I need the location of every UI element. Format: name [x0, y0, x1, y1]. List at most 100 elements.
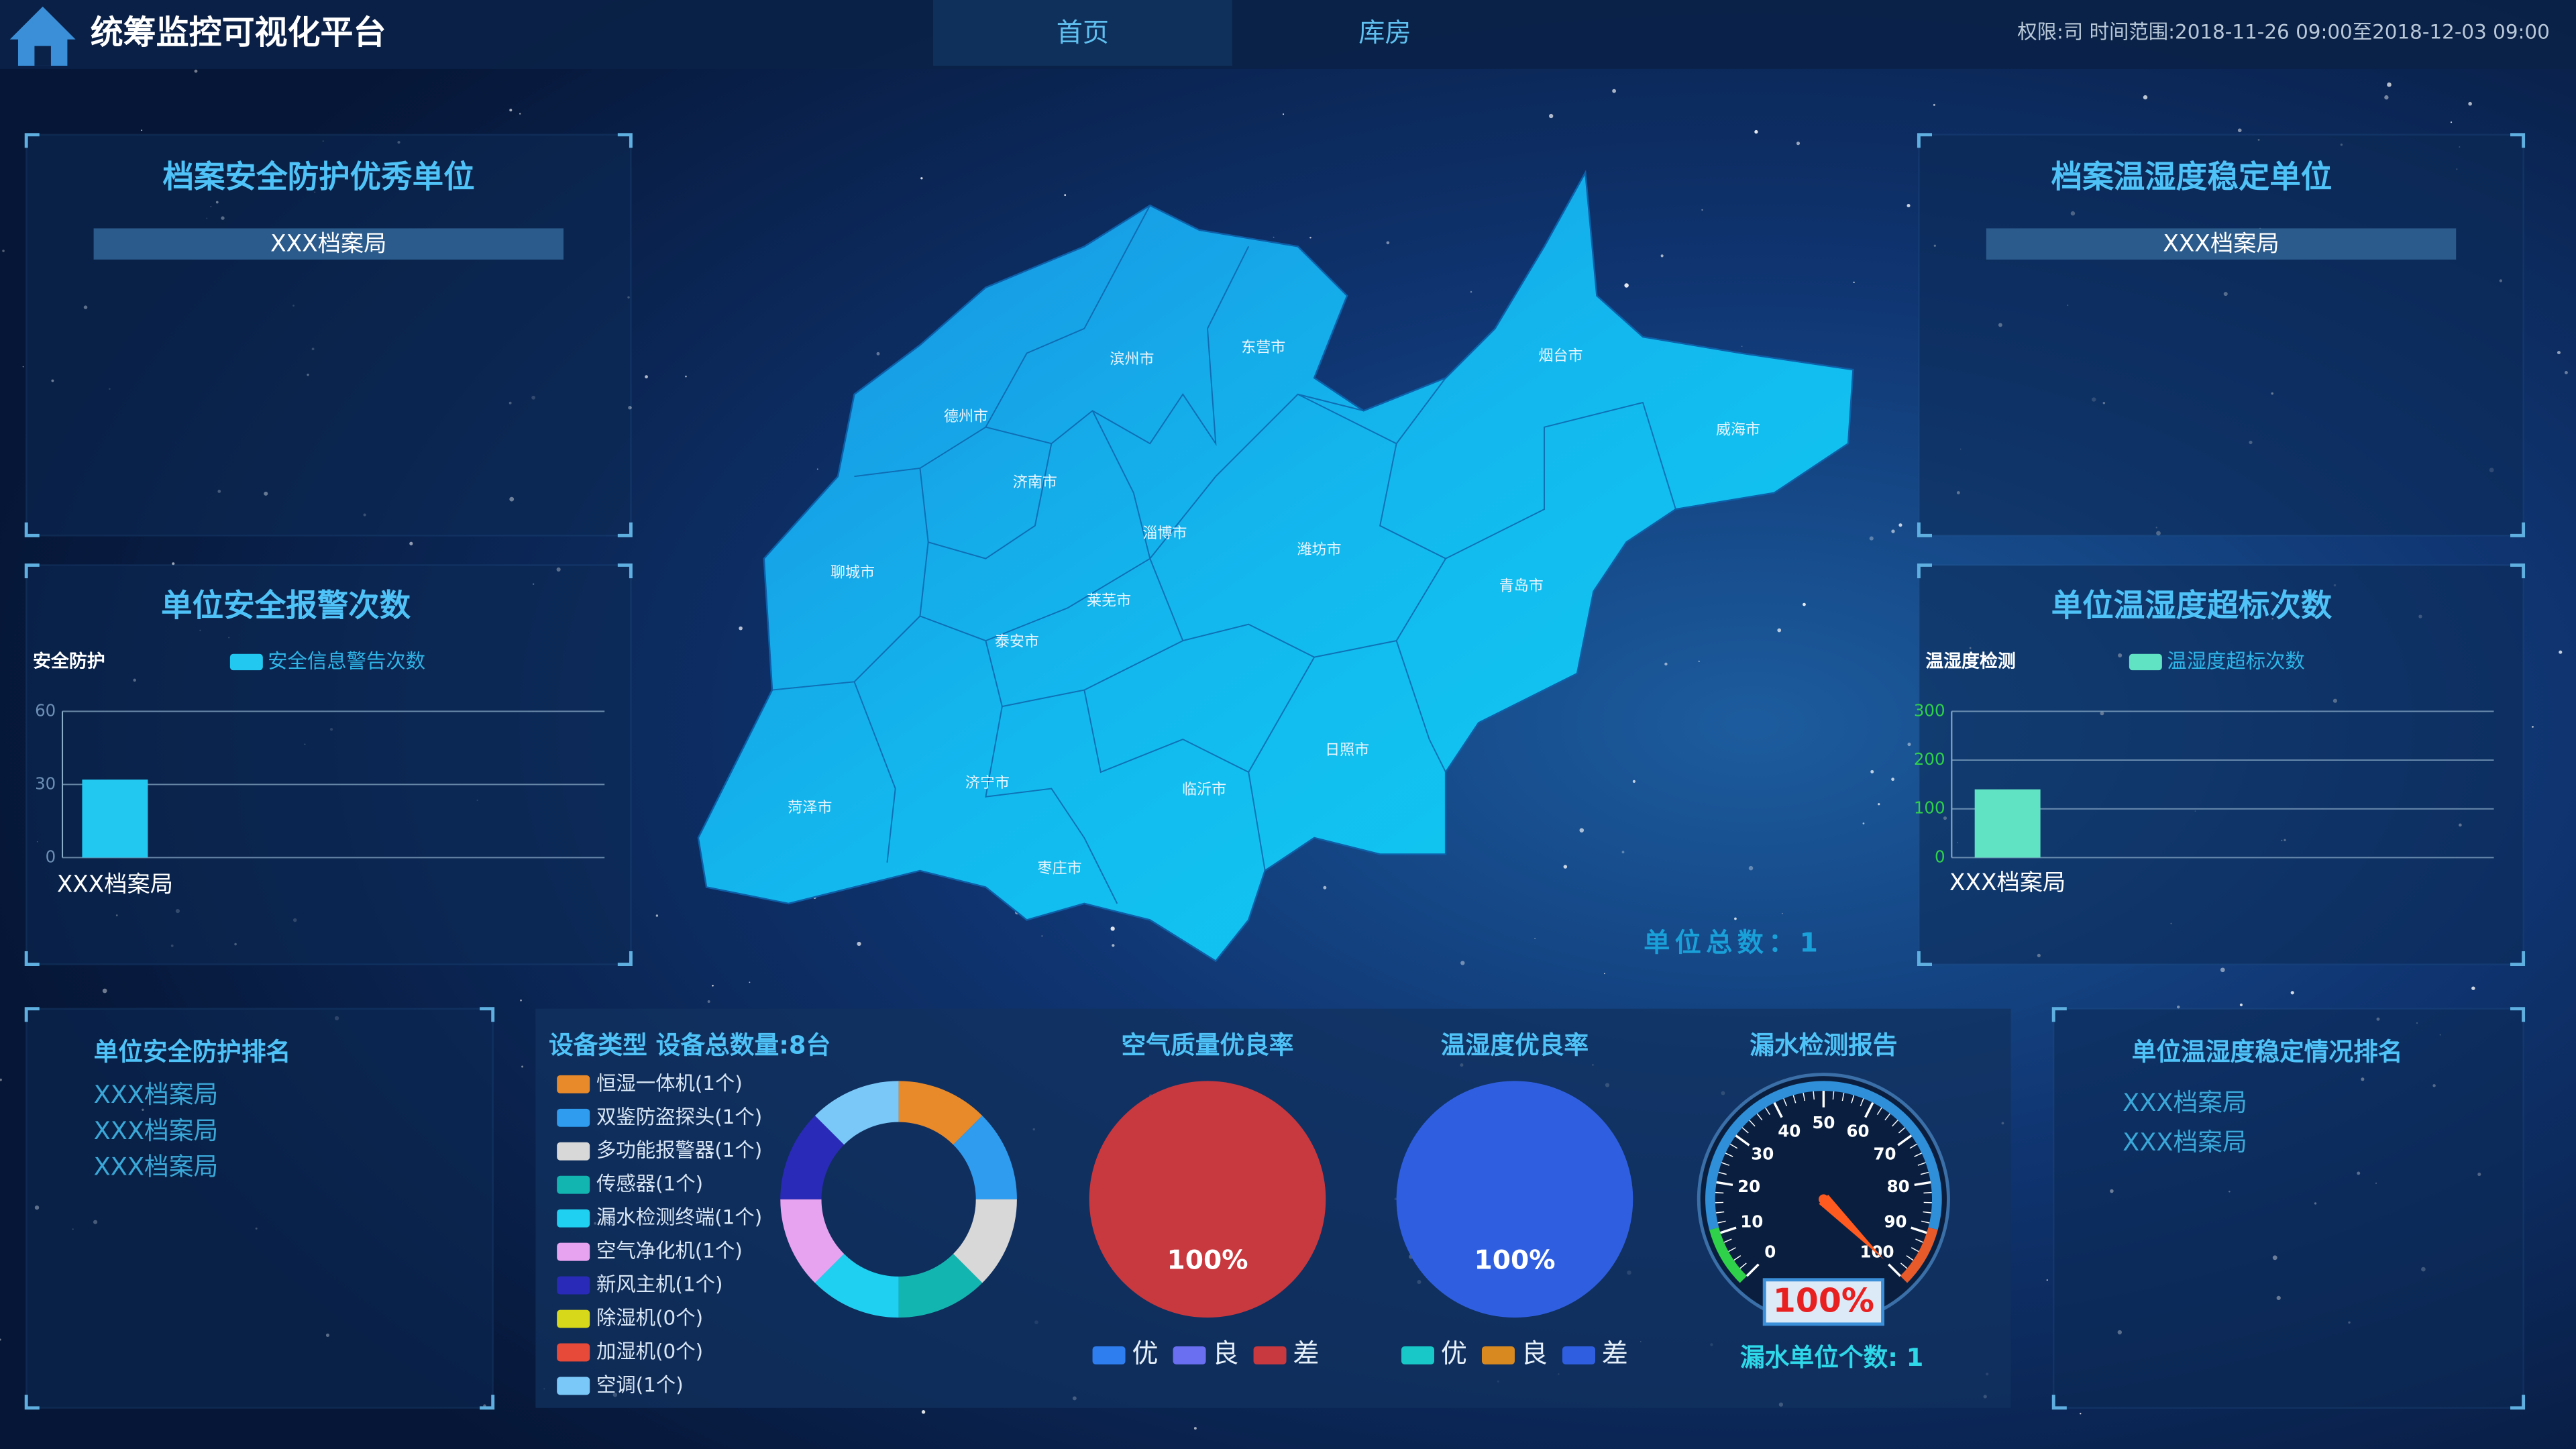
panel-corner — [24, 133, 633, 537]
unit-name: XXX档案局 — [270, 230, 386, 257]
gauge-minor-tick — [1729, 1143, 1738, 1149]
legend-swatch — [1253, 1346, 1287, 1364]
star — [920, 177, 923, 180]
panel-title: 单位安全防护排名 — [94, 1037, 291, 1066]
star — [2046, 1279, 2048, 1281]
legend-swatch — [557, 1108, 590, 1127]
map-shape — [697, 170, 1854, 963]
star — [509, 109, 513, 112]
star — [1604, 973, 1605, 975]
gauge-tick-label: 20 — [1737, 1177, 1760, 1196]
star — [1112, 944, 1115, 947]
star — [1869, 536, 1874, 541]
star — [2531, 725, 2534, 728]
star — [1734, 917, 1737, 920]
gauge-minor-tick — [1876, 1107, 1882, 1116]
legend-label: 除湿机(0个) — [596, 1307, 703, 1330]
star — [0, 1078, 2, 1081]
gauge-minor-tick — [1841, 1092, 1845, 1102]
city-label: 济宁市 — [965, 775, 1010, 792]
gauge-tick — [1911, 1226, 1927, 1234]
star — [1283, 113, 1285, 115]
nav-item[interactable]: 首页 — [1057, 18, 1109, 48]
gauge-minor-tick — [1783, 1098, 1788, 1107]
star — [655, 914, 659, 917]
star — [2080, 1413, 2082, 1415]
star — [1041, 935, 1043, 937]
star — [1891, 529, 1895, 533]
donut-slice — [780, 1199, 845, 1283]
legend-label: 良 — [1521, 1339, 1548, 1369]
gauge-tick-label: 30 — [1751, 1144, 1774, 1164]
gauge-minor-tick — [1860, 1098, 1864, 1107]
legend-label: 空气净化机(1个) — [596, 1240, 743, 1263]
gauge-minor-tick — [1749, 1120, 1756, 1127]
gauge-tick — [1746, 1263, 1760, 1277]
star — [520, 999, 522, 1002]
star — [645, 375, 648, 379]
star — [1907, 203, 1911, 208]
gauge-minor-tick — [1717, 1220, 1726, 1224]
panel-corner — [24, 1007, 495, 1410]
ranking-item: XXX档案局 — [94, 1080, 219, 1109]
star — [816, 468, 818, 470]
star — [1853, 281, 1855, 283]
gauge-minor-tick — [1718, 1171, 1727, 1175]
city-label: 枣庄市 — [1038, 861, 1082, 877]
panel-corner — [2051, 1007, 2526, 1410]
star — [1796, 142, 1801, 146]
legend-label: 良 — [1212, 1339, 1238, 1369]
star — [1470, 290, 1472, 293]
star — [1748, 865, 1754, 871]
header-info: 权限:司 时间范围:2018-11-26 09:00至2018-12-03 09… — [2017, 20, 2550, 43]
gauge-tick — [1914, 1181, 1931, 1186]
legend-swatch — [1481, 1346, 1515, 1364]
star — [1754, 129, 1758, 134]
gauge-minor-tick — [1725, 1152, 1733, 1157]
ranking-item: XXX档案局 — [2123, 1088, 2247, 1117]
star — [1064, 194, 1067, 197]
home-icon[interactable] — [9, 6, 76, 66]
gauge-minor-tick — [1898, 1127, 1906, 1134]
ranking-item: XXX档案局 — [94, 1116, 219, 1145]
value-label: 100% — [1474, 1246, 1555, 1276]
nav-tab-active[interactable] — [933, 0, 1232, 66]
star — [1534, 937, 1536, 939]
star — [2468, 101, 2472, 106]
donut-slice — [898, 1254, 983, 1318]
star — [749, 981, 751, 983]
nav-item[interactable]: 库房 — [1358, 18, 1411, 48]
star — [2387, 82, 2392, 87]
gauge-minor-tick — [1900, 1263, 1908, 1269]
bar — [82, 780, 148, 858]
legend-swatch — [229, 653, 263, 671]
y-tick-label: 300 — [1914, 700, 1945, 720]
unit-bar — [93, 228, 564, 260]
city-label: 德州市 — [944, 409, 988, 425]
gauge-value: 100% — [1773, 1282, 1874, 1320]
panel-title: 档案温湿度稳定单位 — [2051, 158, 2332, 195]
star — [1878, 803, 1880, 806]
star — [1664, 662, 1668, 666]
star — [2471, 986, 2475, 990]
legend-swatch — [557, 1377, 590, 1395]
gauge-minor-tick — [1792, 1095, 1796, 1104]
city-label: 淄博市 — [1142, 525, 1187, 542]
gauge-minor-tick — [1715, 1211, 1725, 1214]
star — [1862, 822, 1865, 824]
gauge-tick-label: 10 — [1740, 1212, 1763, 1232]
star — [102, 988, 107, 994]
panel — [25, 1008, 494, 1409]
donut-slice — [780, 1116, 845, 1199]
y-tick-label: 100 — [1914, 798, 1945, 818]
panels — [24, 133, 2526, 1410]
panel — [25, 133, 632, 537]
legend-label: 优 — [1132, 1339, 1158, 1369]
legend-label: 双鉴防盗探头(1个) — [596, 1106, 762, 1128]
gauge-tick — [1773, 1102, 1783, 1118]
home-door — [34, 46, 51, 66]
ranking-item: XXX档案局 — [94, 1152, 219, 1181]
star — [2239, 1003, 2243, 1007]
gauge-minor-tick — [1909, 1143, 1917, 1149]
